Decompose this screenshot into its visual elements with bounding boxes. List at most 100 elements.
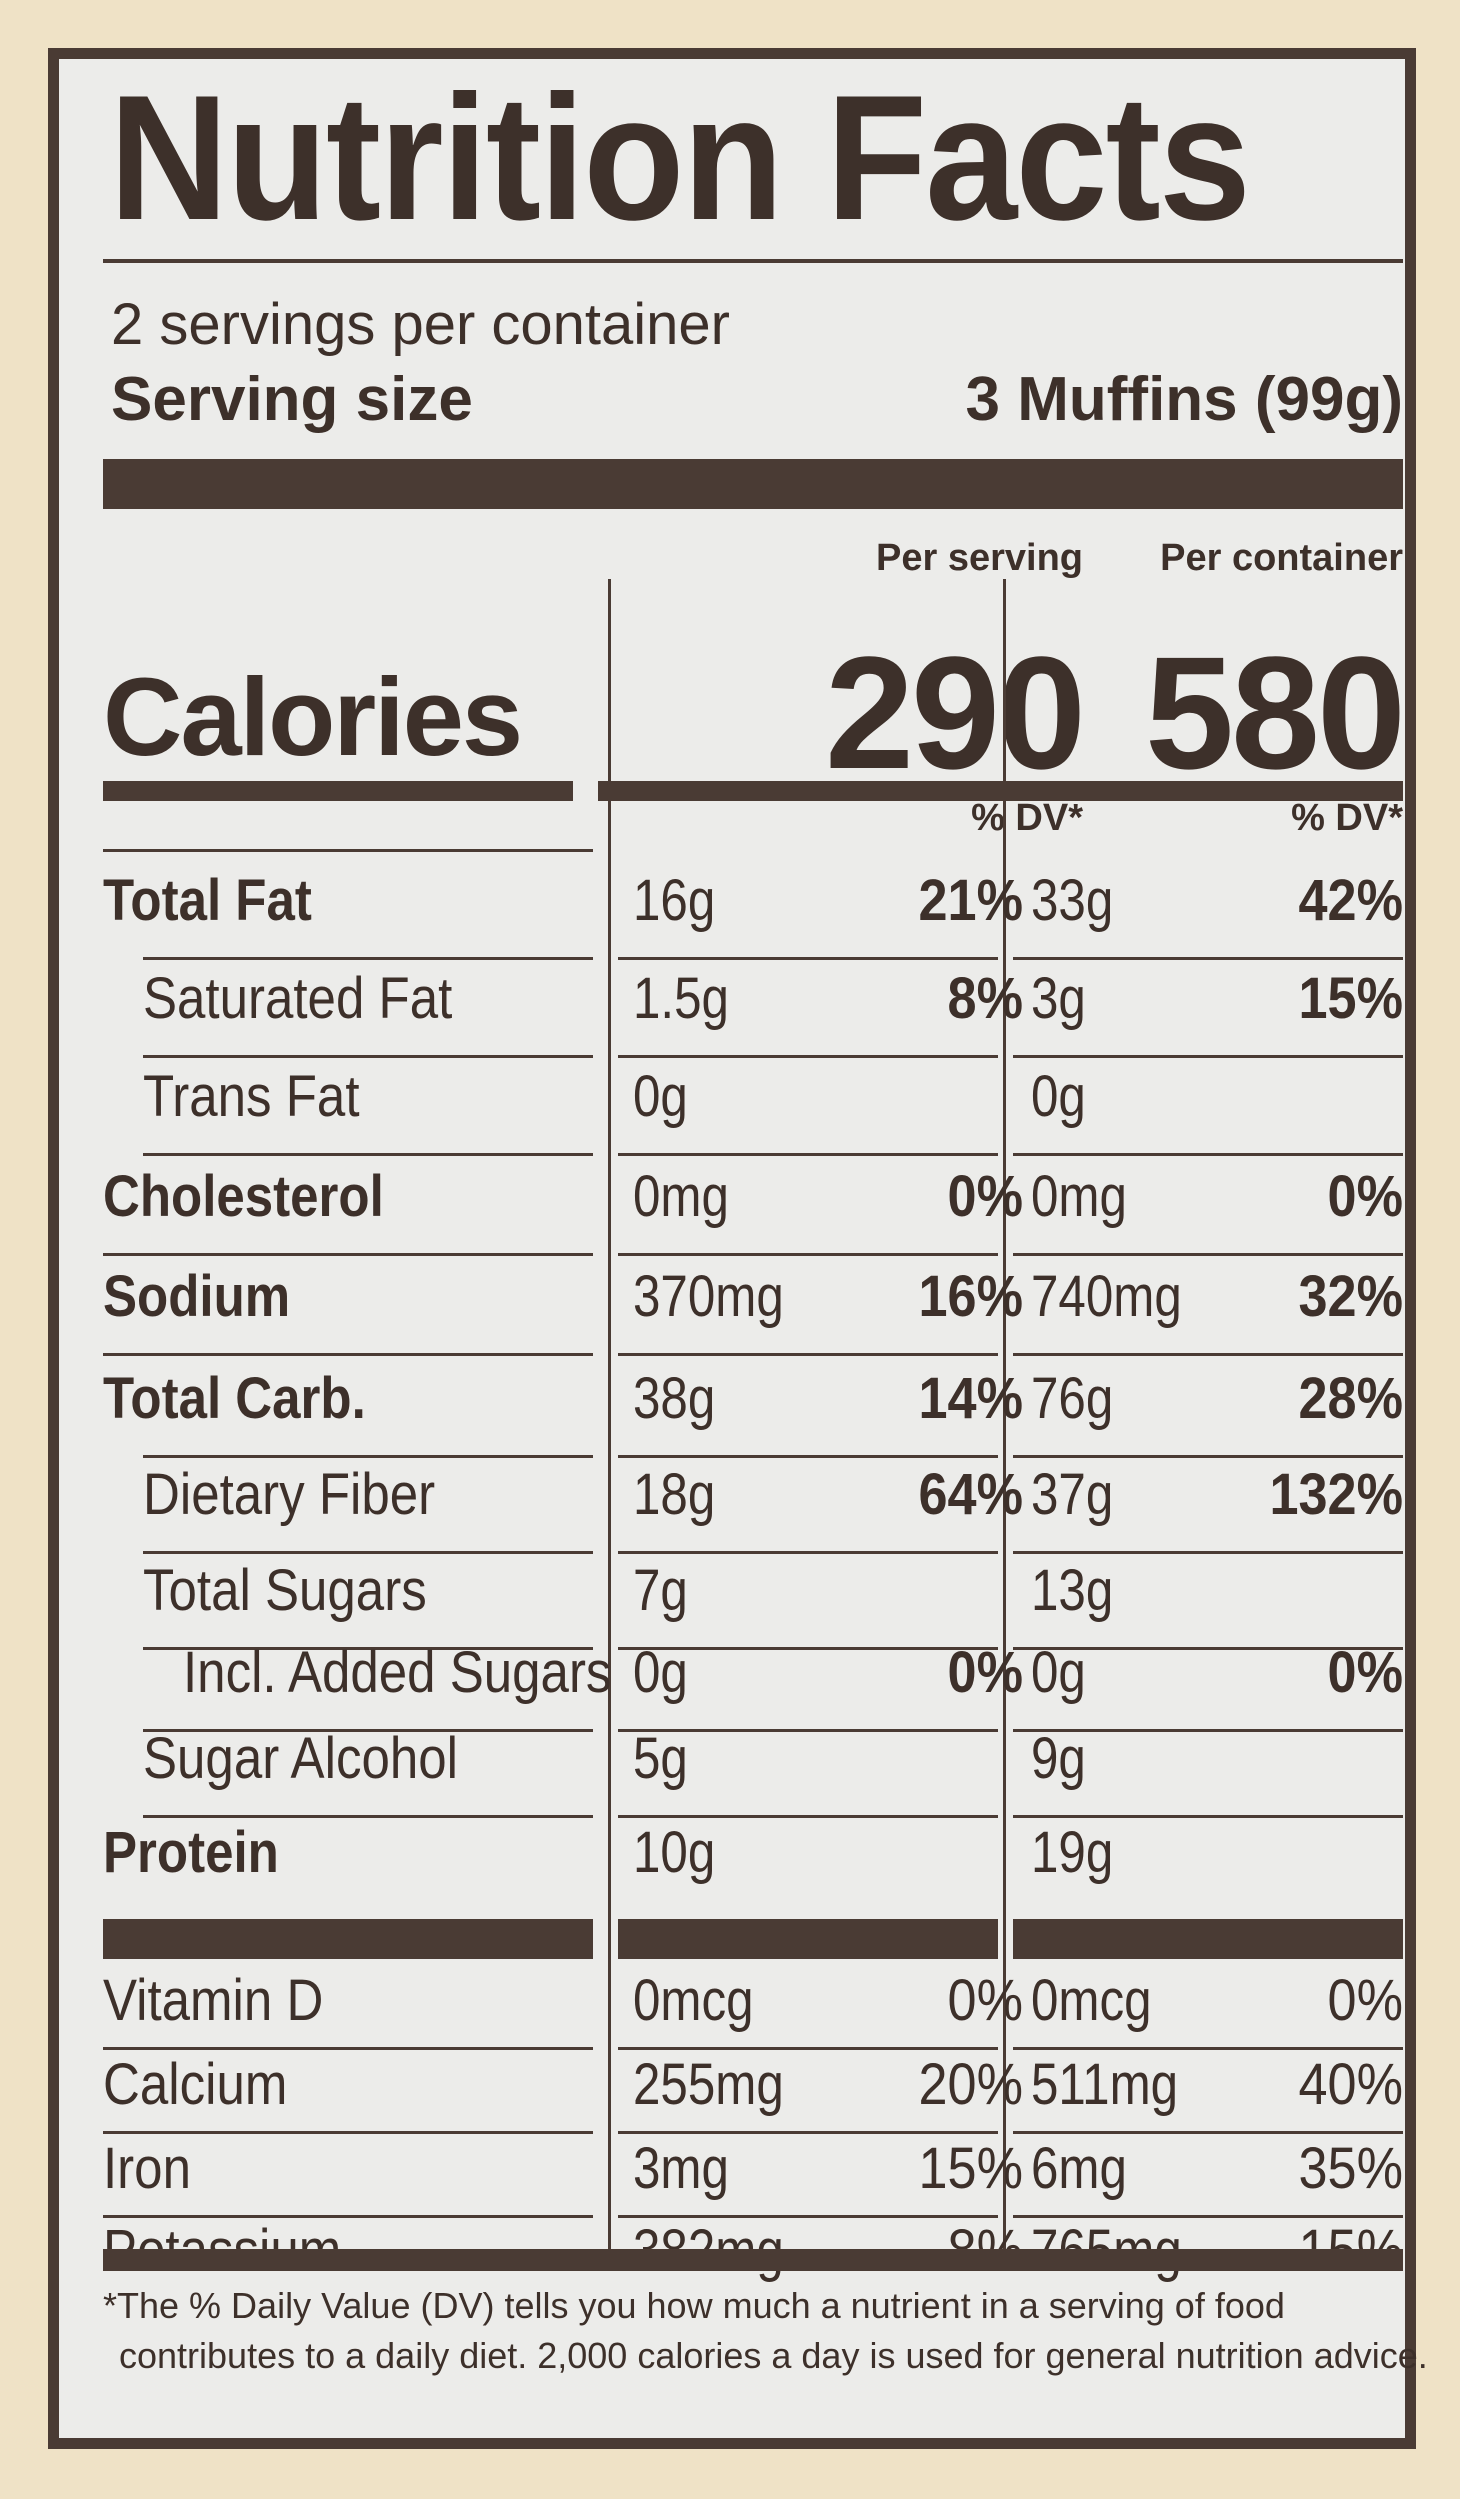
container-dv: 42% (1298, 868, 1403, 933)
row-rule (618, 1153, 998, 1156)
container-dv: 28% (1298, 1366, 1403, 1431)
nutrient-name: Cholesterol (103, 1164, 384, 1229)
serving-dv: 0% (947, 1164, 1023, 1229)
container-amount: 6mg (1031, 2136, 1127, 2201)
container-amount: 76g (1031, 1366, 1114, 1431)
footnote-line-1: *The % Daily Value (DV) tells you how mu… (103, 2285, 1285, 2326)
vitamin-bar-right (1013, 1919, 1403, 1959)
serving-amount: 7g (633, 1558, 688, 1623)
row-rule (618, 1253, 998, 1256)
row-rule (618, 2047, 998, 2050)
calories-label: Calories (103, 656, 523, 779)
serving-dv: 8% (947, 966, 1023, 1031)
dv-header-container: % DV* (1291, 797, 1403, 839)
row-rule (1013, 1551, 1403, 1554)
serving-amount: 38g (633, 1366, 716, 1431)
row-rule (143, 1647, 593, 1650)
nutrient-name: Sugar Alcohol (143, 1726, 458, 1791)
nutrient-name: Protein (103, 1820, 279, 1885)
serving-dv: 21% (918, 868, 1023, 933)
row-rule (618, 1647, 998, 1650)
row-rule (143, 1153, 593, 1156)
row-rule (143, 1729, 593, 1732)
row-rule (618, 2131, 998, 2134)
serving-size-label: Serving size (111, 365, 473, 434)
serving-dv: 14% (918, 1366, 1023, 1431)
container-dv: 0% (1327, 1164, 1403, 1229)
row-rule (1013, 1647, 1403, 1650)
container-dv: 15% (1298, 966, 1403, 1031)
nutrition-label: Nutrition Facts 2 servings per container… (48, 48, 1428, 2449)
serving-amount: 370mg (633, 1264, 784, 1329)
vitamin-bar-left (103, 1919, 593, 1959)
row-rule (1013, 1815, 1403, 1818)
title-rule (103, 259, 1403, 263)
serving-amount: 255mg (633, 2052, 784, 2117)
serving-amount: 0mg (633, 1164, 729, 1229)
row-rule (103, 2047, 593, 2050)
nutrient-name: Sodium (103, 1264, 291, 1329)
footnote-line-2: contributes to a daily diet. 2,000 calor… (119, 2335, 1428, 2376)
nutrition-panel: Nutrition Facts 2 servings per container… (103, 58, 1428, 2399)
row-rule (143, 1055, 593, 1058)
container-amount: 37g (1031, 1462, 1114, 1527)
container-amount: 0mcg (1031, 1968, 1152, 2033)
serving-amount: 18g (633, 1462, 716, 1527)
calories-per-serving: 290 (825, 623, 1086, 802)
row-rule (143, 1551, 593, 1554)
vitamin-name: Vitamin D (103, 1968, 324, 2033)
row-rule (618, 1353, 998, 1356)
servings-per-container: 2 servings per container (111, 292, 730, 357)
container-amount: 13g (1031, 1558, 1114, 1623)
serving-dv: 15% (918, 2136, 1023, 2201)
row-rule (1013, 2131, 1403, 2134)
row-rule (1013, 2215, 1403, 2218)
row-rule (618, 2215, 998, 2218)
calories-bar-left (103, 781, 573, 801)
nutrient-name: Total Carb. (103, 1366, 366, 1431)
nutrient-name: Total Sugars (143, 1558, 427, 1623)
serving-amount: 1.5g (633, 966, 729, 1031)
row-rule (1013, 1153, 1403, 1156)
container-dv: 132% (1269, 1462, 1403, 1527)
row-rule (618, 1815, 998, 1818)
thick-bar-top (103, 459, 1403, 509)
row-rule (1013, 957, 1403, 960)
serving-dv: 20% (918, 2052, 1023, 2117)
serving-amount: 0mcg (633, 1968, 754, 2033)
serving-dv: 16% (918, 1264, 1023, 1329)
label-title: Nutrition Facts (109, 58, 1251, 257)
row-rule (618, 1729, 998, 1732)
container-amount: 0mg (1031, 1164, 1127, 1229)
container-amount: 3g (1031, 966, 1086, 1031)
container-dv: 0% (1327, 1640, 1403, 1705)
container-amount: 511mg (1031, 2052, 1179, 2117)
container-amount: 740mg (1031, 1264, 1182, 1329)
calories-per-container: 580 (1145, 623, 1406, 802)
per-container-header: Per container (1160, 537, 1403, 579)
row-rule (143, 957, 593, 960)
nutrient-name: Total Fat (103, 868, 312, 933)
per-serving-header: Per serving (876, 537, 1083, 579)
serving-amount: 5g (633, 1726, 688, 1791)
thick-bar-bottom (103, 2249, 1403, 2271)
calories-bar-right (598, 781, 1403, 801)
vitamin-name: Iron (103, 2136, 191, 2201)
serving-dv: 0% (947, 1968, 1023, 2033)
row-rule (103, 2215, 593, 2218)
row-rule (618, 957, 998, 960)
serving-dv: 64% (918, 1462, 1023, 1527)
row-rule (618, 1551, 998, 1554)
nutrient-name: Incl. Added Sugars (183, 1640, 612, 1705)
nutrient-name: Dietary Fiber (143, 1462, 436, 1527)
vitamin-bar-mid (618, 1919, 998, 1959)
container-amount: 0g (1031, 1640, 1086, 1705)
container-dv: 0% (1327, 1968, 1403, 2033)
nutrient-name: Trans Fat (143, 1064, 360, 1129)
container-dv: 32% (1298, 1264, 1403, 1329)
row-rule (103, 2131, 593, 2134)
dv-header-serving: % DV* (971, 797, 1083, 839)
row-rule (1013, 1253, 1403, 1256)
row-rule (103, 1353, 593, 1356)
serving-amount: 0g (633, 1064, 688, 1129)
